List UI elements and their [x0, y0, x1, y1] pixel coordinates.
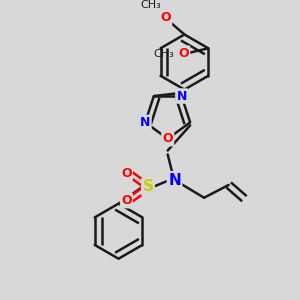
Text: O: O: [121, 194, 132, 207]
Text: O: O: [178, 47, 189, 60]
Text: O: O: [121, 167, 132, 180]
Text: N: N: [140, 116, 150, 129]
Text: S: S: [142, 179, 154, 194]
Text: CH₃: CH₃: [154, 49, 174, 59]
Text: N: N: [176, 89, 187, 103]
Text: O: O: [160, 11, 171, 24]
Text: O: O: [162, 132, 173, 145]
Text: N: N: [168, 172, 181, 188]
Text: CH₃: CH₃: [141, 0, 161, 10]
